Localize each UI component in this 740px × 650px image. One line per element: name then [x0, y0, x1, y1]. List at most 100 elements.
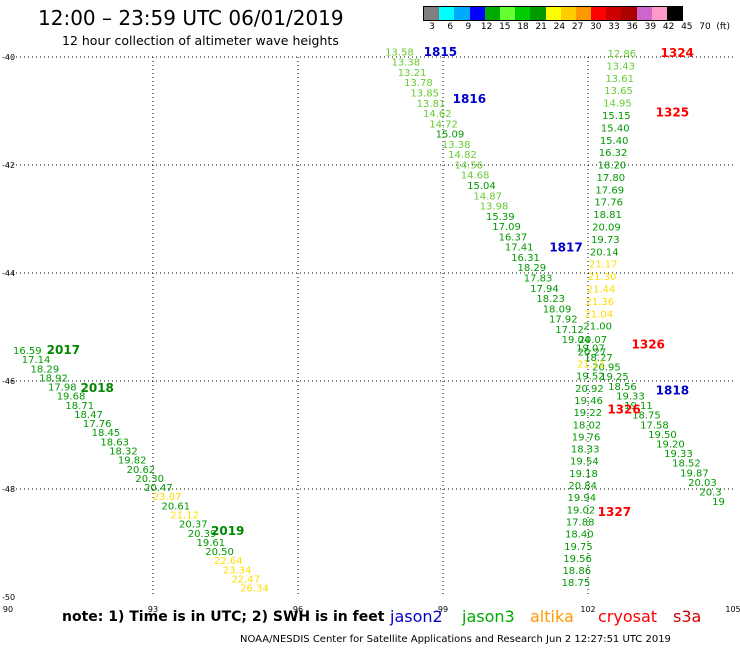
color-swatch [439, 7, 455, 20]
wave-height-value: 20.84 [568, 481, 597, 492]
latitude-tick-label: -40 [2, 53, 15, 62]
wave-height-value: 18.33 [571, 445, 600, 456]
wave-height-value: 20.61 [162, 501, 191, 512]
wave-height-value: 19.25 [600, 372, 629, 383]
wave-height-value: 17.76 [83, 419, 112, 430]
wave-height-value: 19.04 [562, 335, 591, 346]
pass-time-label: 2017 [47, 343, 80, 357]
wave-height-value: 12.86 [608, 49, 637, 60]
footer-credit: NOAA/NESDIS Center for Satellite Applica… [240, 634, 671, 645]
wave-height-value: 17.83 [524, 274, 553, 285]
color-scale-label: 36 [626, 22, 638, 32]
wave-height-value: 13.38 [391, 58, 420, 69]
wave-height-value: 19.07 [576, 343, 605, 354]
wave-height-value: 18.71 [65, 401, 94, 412]
color-scale-label: 70 [699, 22, 711, 32]
pass-time-label: 1325 [656, 105, 689, 119]
longitude-tick-label: 99 [438, 605, 448, 614]
pass-time-label: 1815 [424, 45, 457, 59]
longitude-tick-label: 102 [580, 605, 595, 614]
pass-time-label: 2019 [211, 524, 244, 538]
wave-height-value: 18.56 [608, 382, 637, 393]
wave-height-value: 20.07 [579, 335, 608, 346]
pass-time-label: 1327 [598, 505, 631, 519]
wave-height-value: 20.30 [135, 474, 164, 485]
wave-height-value: 13.85 [410, 88, 439, 99]
wave-height-value: 18.81 [593, 210, 622, 221]
longitude-tick-label: 96 [293, 605, 303, 614]
wave-height-value: 17.94 [530, 284, 559, 295]
wave-height-value: 17.14 [22, 355, 51, 366]
wave-height-value: 18.32 [109, 447, 138, 458]
wave-height-value: 19.94 [568, 493, 597, 504]
pass-time-label: 1324 [661, 46, 694, 60]
latitude-tick-label: -48 [2, 485, 15, 494]
color-swatch [545, 7, 561, 20]
color-swatch [530, 7, 546, 20]
wave-height-value: 19.33 [616, 391, 645, 402]
wave-height-value: 18.75 [632, 411, 661, 422]
wave-height-value: 19.76 [572, 432, 601, 443]
color-scale-label: 24 [553, 22, 566, 32]
wave-height-value: 19.22 [573, 408, 602, 419]
latitude-tick-label: -50 [2, 593, 15, 602]
wave-height-value: 15.15 [602, 111, 631, 122]
wave-height-value: 18.63 [100, 437, 129, 448]
wave-height-value: 13.21 [398, 68, 427, 79]
color-scale-label: 15 [499, 22, 511, 32]
wave-height-value: 16.31 [511, 253, 540, 264]
pass-time-label: 1326 [632, 338, 665, 352]
wave-height-value: 18.20 [598, 161, 627, 172]
wave-height-value: 17.76 [594, 198, 623, 209]
color-swatch [651, 7, 667, 20]
color-swatch [667, 7, 683, 20]
wave-height-value: 16.32 [599, 148, 628, 159]
wave-height-value: 21.44 [587, 285, 616, 296]
wave-height-value: 13.65 [604, 86, 633, 97]
color-scale-label: 6 [447, 22, 454, 32]
wave-height-value: 18.47 [74, 410, 103, 421]
wave-height-value: 19.73 [591, 235, 620, 246]
wave-height-value: 17.09 [492, 222, 521, 233]
pass-time-label: 1818 [656, 384, 689, 398]
wave-height-value: 20.39 [188, 529, 217, 540]
legend-item-altika: altika [530, 607, 574, 626]
wave-height-value: 13.43 [606, 61, 635, 72]
wave-height-value: 17.69 [595, 185, 624, 196]
wave-height-value: 26.34 [240, 584, 269, 595]
wave-height-value: 13.98 [480, 202, 509, 213]
color-scale-label: 33 [608, 22, 620, 32]
wave-height-value: 18.45 [92, 428, 121, 439]
wave-height-value: 19.18 [569, 469, 598, 480]
wave-height-value: 17.92 [549, 315, 578, 326]
wave-height-value: 18.52 [672, 459, 701, 470]
wave-height-value: 19.56 [563, 554, 592, 565]
wave-height-value: 19.52 [576, 372, 605, 383]
color-swatch [515, 7, 531, 20]
wave-height-value: 18.27 [584, 353, 613, 364]
wave-height-value: 19.11 [624, 401, 653, 412]
color-scale-label: 12 [480, 22, 493, 32]
wave-height-value: 13.78 [404, 78, 433, 89]
wave-height-value: 20.47 [144, 483, 173, 494]
wave-height-value: 21.36 [586, 297, 615, 308]
wave-height-value: 18.23 [536, 294, 565, 305]
color-swatch [454, 7, 470, 20]
color-scale-label: 18 [517, 22, 529, 32]
wave-height-value: 18.92 [39, 373, 68, 384]
color-scale-bar [423, 6, 684, 21]
color-scale-label: 42 [662, 22, 675, 32]
latitude-tick-label: -42 [2, 161, 15, 170]
wave-height-value: 18.40 [565, 530, 594, 541]
wave-height-value: 22.47 [231, 574, 260, 585]
longitude-tick-label: 90 [3, 605, 13, 614]
latitude-tick-label: -46 [2, 377, 15, 386]
wave-height-value: 20.09 [592, 223, 621, 234]
wave-height-value: 13.38 [442, 140, 471, 151]
wave-height-value: 20.62 [127, 465, 156, 476]
wave-height-value: 18.02 [573, 420, 602, 431]
color-scale-label: 9 [465, 22, 472, 32]
wave-height-value: 19.02 [567, 505, 596, 516]
color-scale-label: 27 [571, 22, 584, 32]
